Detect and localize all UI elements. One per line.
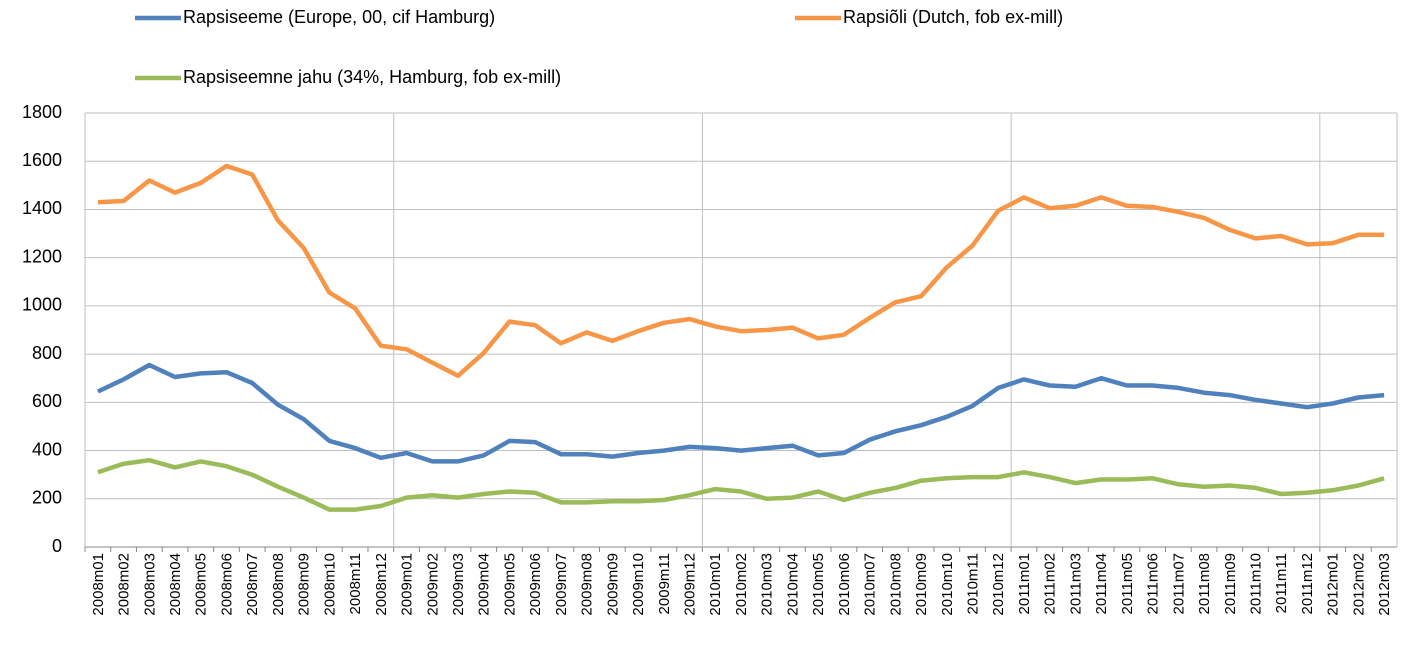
x-tick-label: 2010m03 — [759, 553, 776, 616]
x-tick-label: 2011m08 — [1196, 553, 1213, 614]
y-tick-label: 1400 — [22, 198, 62, 218]
x-tick-label: 2009m07 — [553, 553, 570, 616]
x-tick-label: 2009m03 — [450, 553, 467, 616]
x-tick-label: 2011m02 — [1042, 553, 1059, 614]
x-tick-label: 2008m10 — [321, 553, 338, 616]
x-tick-label: 2010m07 — [862, 553, 879, 616]
x-tick-label: 2008m09 — [296, 553, 313, 616]
x-tick-label: 2009m04 — [476, 553, 493, 616]
series-line — [97, 457, 1385, 512]
legend-label: Rapsiseemne jahu (34%, Hamburg, fob ex-m… — [183, 67, 561, 87]
x-tick-label: 2010m12 — [990, 553, 1007, 616]
x-tick-label: 2008m06 — [218, 553, 235, 616]
x-tick-label: 2009m06 — [527, 553, 544, 616]
x-tick-label: 2011m09 — [1222, 553, 1239, 614]
y-tick-label: 200 — [32, 488, 62, 508]
x-tick-label: 2011m04 — [1093, 553, 1110, 614]
x-tick-label: 2008m05 — [193, 553, 210, 616]
x-tick-label: 2011m06 — [1145, 553, 1162, 614]
series-line — [96, 362, 1385, 464]
x-tick-label: 2009m01 — [399, 553, 416, 616]
x-tick-label: 2009m10 — [630, 553, 647, 616]
x-tick-label: 2008m12 — [373, 553, 390, 616]
x-tick-label: 2010m02 — [733, 553, 750, 616]
x-tick-label: 2011m03 — [1067, 553, 1084, 614]
x-tick-label: 2008m11 — [347, 553, 364, 614]
x-tick-label: 2008m02 — [116, 553, 133, 616]
x-tick-label: 2011m01 — [1016, 553, 1033, 614]
x-tick-label: 2009m08 — [579, 553, 596, 616]
x-tick-label: 2009m05 — [501, 553, 518, 616]
series-line — [97, 163, 1385, 379]
y-tick-label: 800 — [32, 343, 62, 363]
x-tick-label: 2009m02 — [424, 553, 441, 616]
legend-label: Rapsiseeme (Europe, 00, cif Hamburg) — [183, 7, 495, 27]
x-tick-label: 2009m09 — [604, 553, 621, 616]
x-tick-label: 2011m10 — [1247, 553, 1264, 614]
x-tick-label: 2008m03 — [141, 553, 158, 616]
x-tick-label: 2012m03 — [1376, 553, 1393, 616]
x-tick-label: 2011m12 — [1299, 553, 1316, 614]
x-tick-label: 2010m10 — [939, 553, 956, 616]
y-tick-label: 1600 — [22, 150, 62, 170]
x-tick-label: 2010m06 — [836, 553, 853, 616]
x-tick-label: 2011m05 — [1119, 553, 1136, 614]
y-tick-label: 0 — [52, 536, 62, 556]
x-tick-label: 2010m01 — [707, 553, 724, 616]
x-tick-label: 2010m11 — [964, 553, 981, 614]
y-tick-label: 1200 — [22, 246, 62, 266]
y-tick-label: 600 — [32, 391, 62, 411]
x-tick-label: 2008m01 — [90, 553, 107, 616]
x-tick-label: 2009m11 — [656, 553, 673, 614]
y-tick-label: 400 — [32, 439, 62, 459]
x-tick-label: 2008m04 — [167, 553, 184, 616]
x-tick-label: 2008m07 — [244, 553, 261, 616]
x-tick-label: 2012m02 — [1350, 553, 1367, 616]
x-tick-label: 2010m08 — [887, 553, 904, 616]
x-tick-label: 2010m05 — [810, 553, 827, 616]
x-tick-label: 2009m12 — [682, 553, 699, 616]
x-tick-label: 2010m04 — [784, 553, 801, 616]
x-tick-label: 2008m08 — [270, 553, 287, 616]
y-tick-label: 1000 — [22, 295, 62, 315]
x-tick-label: 2011m07 — [1170, 553, 1187, 614]
x-tick-label: 2011m11 — [1273, 553, 1290, 613]
legend-label: Rapsiõli (Dutch, fob ex-mill) — [843, 7, 1063, 27]
x-tick-label: 2012m01 — [1325, 553, 1342, 616]
y-tick-label: 1800 — [22, 102, 62, 122]
x-tick-label: 2010m09 — [913, 553, 930, 616]
